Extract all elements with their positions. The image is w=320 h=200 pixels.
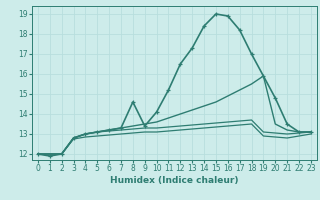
X-axis label: Humidex (Indice chaleur): Humidex (Indice chaleur) xyxy=(110,176,239,185)
